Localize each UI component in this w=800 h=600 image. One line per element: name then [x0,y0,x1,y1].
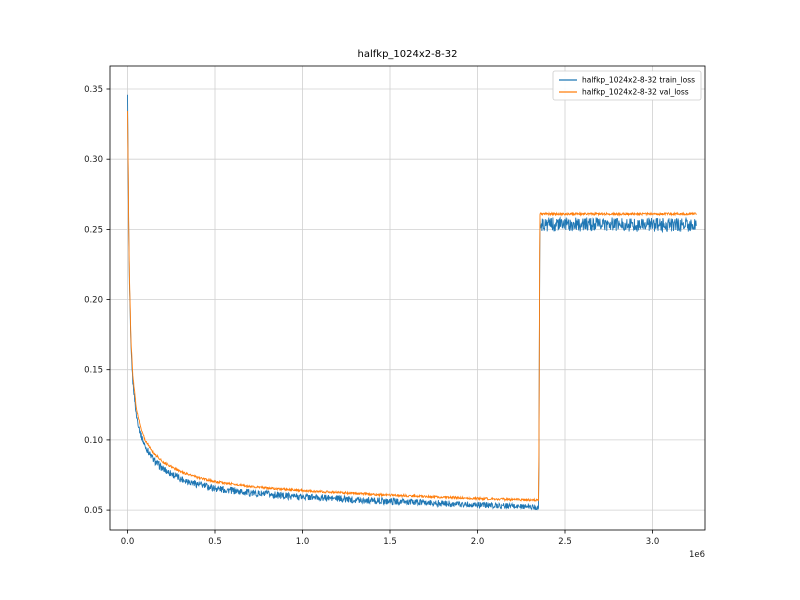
plot-series [127,94,697,511]
legend-label-train-loss: halfkp_1024x2-8-32 train_loss [582,76,695,85]
series-line-val-loss [127,110,697,503]
x-tick-label: 3.0 [646,537,660,547]
y-tick-label: 0.15 [84,366,103,376]
y-tick-label: 0.10 [84,436,103,446]
gridlines [110,66,705,530]
y-tick-label: 0.30 [84,155,103,165]
legend: halfkp_1024x2-8-32 train_loss halfkp_1024… [552,70,702,101]
x-axis-offset-text: 1e6 [689,550,705,560]
x-tick-label: 2.5 [558,537,572,547]
y-tick-label: 0.25 [84,225,103,235]
axes-spines [109,65,706,531]
y-axis: 0.05 0.10 0.15 0.20 0.25 0.30 0.35 [84,85,110,516]
x-tick-label: 1.5 [383,537,397,547]
legend-box [552,70,702,101]
y-tick-label: 0.20 [84,296,103,306]
x-tick-label: 0.5 [208,537,222,547]
y-tick-label: 0.35 [84,85,103,95]
legend-label-val-loss: halfkp_1024x2-8-32 val_loss [582,88,689,97]
x-axis: 0.0 0.5 1.0 1.5 2.0 2.5 3.0 1e6 [121,530,705,560]
series-line-train-loss [127,94,697,511]
x-tick-label: 1.0 [296,537,310,547]
x-tick-label: 2.0 [471,537,485,547]
y-tick-label: 0.05 [84,506,103,516]
x-tick-label: 0.0 [121,537,135,547]
chart-title: halfkp_1024x2-8-32 [358,49,458,60]
